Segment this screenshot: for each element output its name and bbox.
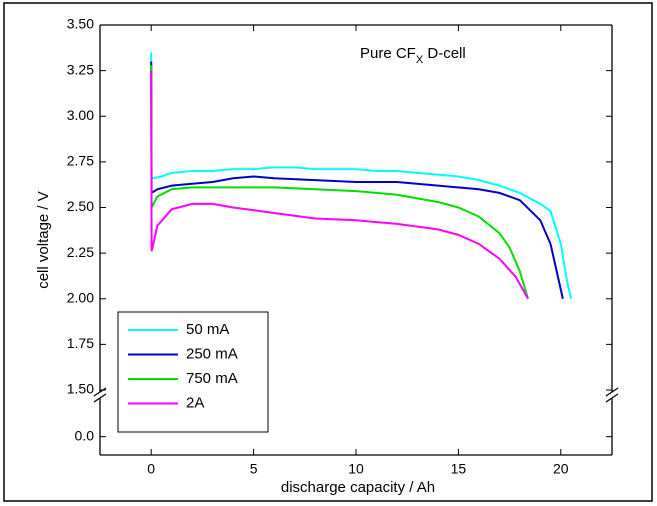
series-line: [150, 65, 529, 300]
y-tick-label: 2.25: [67, 244, 94, 260]
x-tick-label: 20: [553, 461, 569, 477]
y-tick-label: 3.50: [67, 16, 94, 32]
legend-label: 750 mA: [186, 370, 238, 387]
y-tick-label: 3.25: [67, 61, 94, 77]
y-tick-label: 3.00: [67, 107, 94, 123]
y-tick-label: 2.00: [67, 289, 94, 305]
x-tick-label: 5: [250, 461, 258, 477]
axis-break: [605, 393, 619, 403]
annotation-suffix: D-cell: [423, 45, 466, 62]
x-tick-label: 0: [147, 461, 155, 477]
y-tick-label: 2.75: [67, 153, 94, 169]
x-axis-label: discharge capacity / Ah: [281, 479, 435, 496]
x-tick-label: 15: [451, 461, 467, 477]
y-tick-label: 1.75: [67, 335, 94, 351]
series-line: [150, 70, 529, 300]
legend-box: [117, 311, 269, 433]
legend-label: 250 mA: [186, 345, 238, 362]
y-axis-label: cell voltage / V: [35, 191, 52, 289]
annotation-text: Pure CF: [360, 45, 416, 62]
axis-break: [605, 387, 619, 397]
x-tick-label: 10: [348, 461, 364, 477]
legend-label: 2A: [186, 394, 204, 411]
axis-break: [93, 387, 107, 397]
series-line: [150, 61, 564, 299]
axis-break: [93, 393, 107, 403]
legend-label: 50 mA: [186, 321, 229, 338]
image-border: [3, 2, 653, 502]
y-tick-label: 1.50: [67, 381, 94, 397]
y-tick-label: 0.0: [75, 427, 95, 443]
annotation-subscript: X: [416, 54, 424, 66]
y-tick-label: 2.50: [67, 198, 94, 214]
series-line: [150, 52, 573, 299]
annotation: Pure CFX D-cell: [360, 45, 466, 66]
